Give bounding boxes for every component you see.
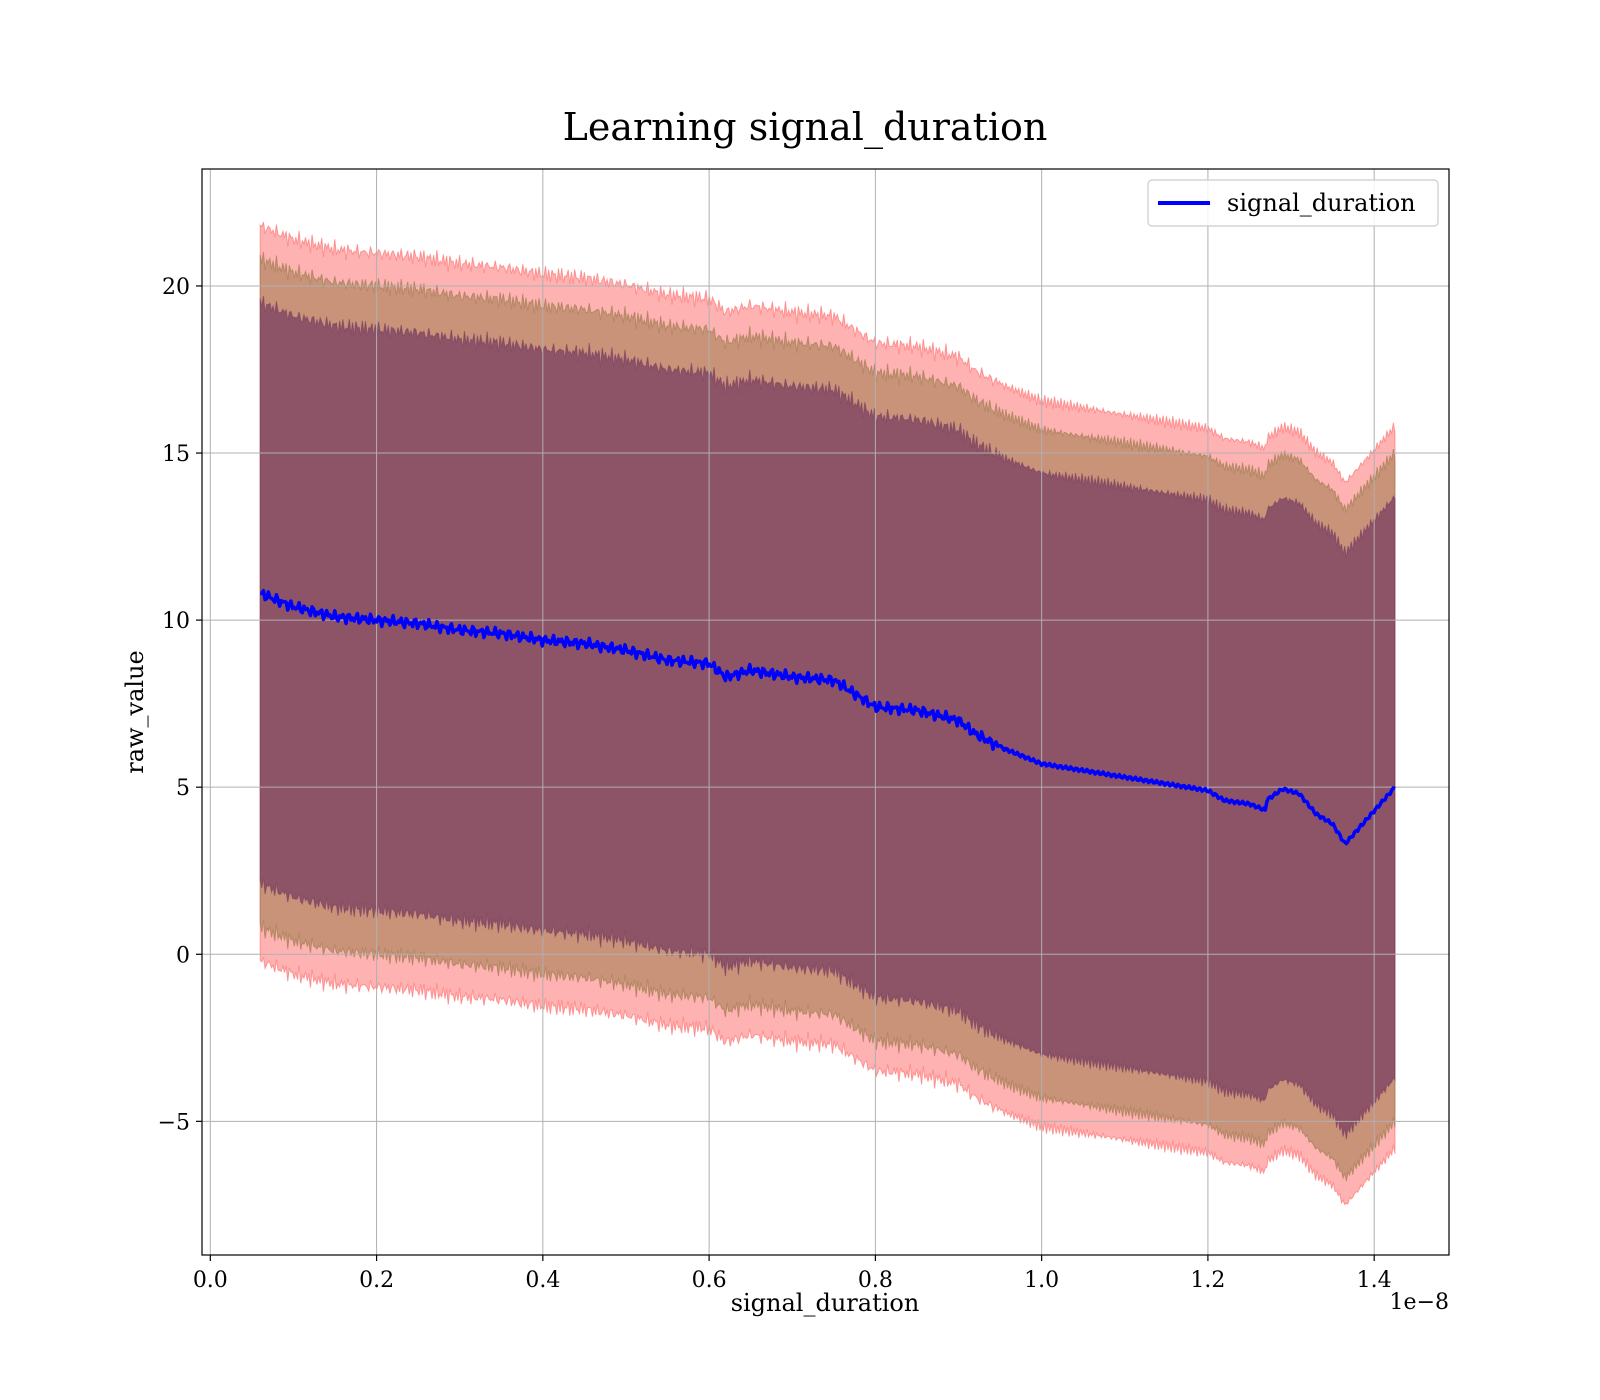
chart-title: Learning signal_duration xyxy=(563,105,1048,150)
x-tick-label: 1.4 xyxy=(1357,1268,1392,1293)
y-tick-label: 15 xyxy=(162,442,190,467)
x-tick-label: 0.0 xyxy=(193,1268,228,1293)
plot-frame xyxy=(201,168,1450,1256)
x-axis-ticks: 0.0 0.2 0.4 0.6 0.8 1.0 1.2 1.4 xyxy=(193,1255,1392,1293)
legend: signal_duration xyxy=(1147,179,1439,227)
confidence-bands xyxy=(259,221,1396,1206)
x-tick-label: 0.8 xyxy=(858,1268,893,1293)
y-tick-label: 10 xyxy=(162,609,190,634)
x-tick-label: 0.2 xyxy=(359,1268,394,1293)
band-level-1 xyxy=(259,295,1396,1140)
y-tick-label: −5 xyxy=(158,1110,190,1135)
y-axis-ticks: −5 0 5 10 15 20 xyxy=(158,275,202,1135)
x-tick-label: 0.4 xyxy=(525,1268,560,1293)
series-lines xyxy=(260,588,1396,846)
y-tick-label: 0 xyxy=(176,943,190,968)
series-line-signal-duration xyxy=(260,588,1396,846)
y-tick-label: 20 xyxy=(162,275,190,300)
legend-box xyxy=(1147,179,1439,227)
legend-entry-signal-duration: signal_duration xyxy=(1227,189,1416,217)
x-tick-label: 1.2 xyxy=(1190,1268,1225,1293)
x-axis-offset-label: 1e−8 xyxy=(1390,1290,1449,1315)
x-tick-label: 0.6 xyxy=(692,1268,727,1293)
x-tick-label: 1.0 xyxy=(1024,1268,1059,1293)
x-axis-label: signal_duration xyxy=(731,1289,920,1317)
y-axis-label: raw_value xyxy=(121,650,149,774)
y-tick-label: 5 xyxy=(176,776,190,801)
